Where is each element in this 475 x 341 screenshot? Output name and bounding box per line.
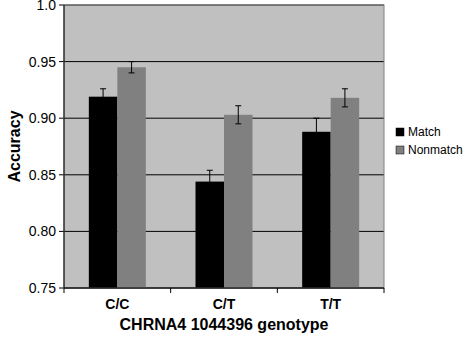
error-bar [100, 89, 106, 105]
y-axis [64, 5, 65, 288]
y-axis-label: Accuracy [6, 110, 23, 182]
y-tick-label: 0.90 [29, 110, 56, 126]
chart: 0.75 0.80 0.85 0.90 0.95 1.0 C/C C/T T/T CHRNA4 1… [0, 0, 475, 341]
legend-label: Match [408, 125, 441, 139]
plot-area [64, 5, 384, 288]
legend-swatch [396, 146, 404, 154]
plot-frame [64, 5, 384, 288]
x-tick-label: T/T [320, 296, 341, 312]
legend-swatch [396, 128, 404, 136]
y-tick-label: 0.85 [29, 167, 56, 183]
bar [89, 97, 118, 288]
y-tick-label: 1.0 [37, 0, 57, 13]
x-tick [277, 288, 278, 293]
bar [302, 132, 331, 288]
x-axis-label: CHRNA4 1044396 genotype [120, 316, 329, 333]
x-tick [64, 288, 65, 293]
bar [331, 98, 360, 288]
error-bar [129, 62, 135, 73]
grid-line [64, 288, 384, 289]
x-tick-label: C/T [213, 296, 236, 312]
error-bar [235, 106, 241, 124]
x-tick-label: C/C [105, 296, 129, 312]
y-tick-label: 0.80 [29, 223, 56, 239]
y-tick [59, 118, 64, 119]
y-tick [59, 231, 64, 232]
error-bar [207, 170, 213, 193]
x-tick [384, 288, 385, 293]
y-tick [59, 5, 64, 6]
y-tick [59, 174, 64, 175]
bars [89, 62, 359, 288]
bar [224, 115, 253, 288]
bar [117, 67, 146, 288]
x-tick [170, 288, 171, 293]
legend-label: Nonmatch [408, 143, 463, 157]
grid-line [64, 61, 384, 62]
error-bar [342, 89, 348, 107]
y-tick [59, 61, 64, 62]
error-bar [313, 118, 319, 145]
x-axis [64, 288, 384, 289]
y-tick-label: 0.95 [29, 54, 56, 70]
y-tick [59, 288, 64, 289]
y-tick-label: 0.75 [29, 280, 56, 296]
bar [196, 182, 225, 288]
